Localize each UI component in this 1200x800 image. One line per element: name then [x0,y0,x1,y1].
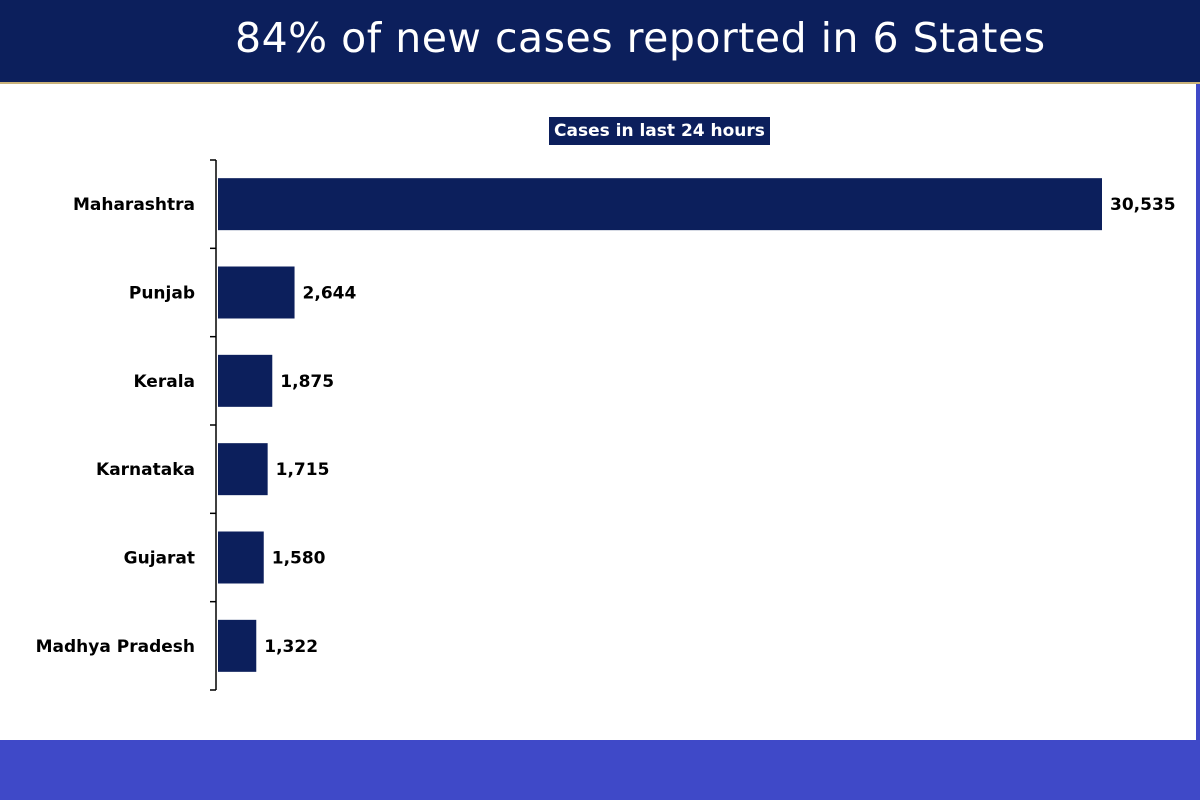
bar-punjab [218,266,295,319]
category-label: Karnataka [96,460,195,480]
labels: Maharashtra 30,535 Punjab 2,644 Kerala 1,875 K… [36,195,1176,657]
data-label: 1,322 [264,637,318,657]
bar-gujarat [218,531,264,584]
category-label: Punjab [129,284,195,304]
bar-series [218,178,1102,672]
data-label: 2,644 [303,284,357,304]
bar-kerala [218,354,273,407]
data-label: 1,580 [272,549,326,569]
data-label: 1,715 [276,460,330,480]
bar-madhya-pradesh [218,619,257,672]
footer-band [0,740,1200,800]
right-edge-strip [1196,84,1200,740]
category-label: Maharashtra [73,195,195,215]
data-label: 30,535 [1110,195,1176,215]
data-label: 1,875 [280,372,334,392]
chart-title: Cases in last 24 hours [549,117,770,145]
category-label: Kerala [133,372,195,392]
page-title: 84% of new cases reported in 6 States [235,14,1046,62]
category-label: Madhya Pradesh [36,637,195,657]
bar-chart: Maharashtra 30,535 Punjab 2,644 Kerala 1,875 K… [36,159,1176,691]
category-label: Gujarat [124,549,195,569]
bar-maharashtra [218,178,1102,231]
header-banner: 84% of new cases reported in 6 States [0,0,1200,84]
category-axis [210,159,217,691]
bar-karnataka [218,443,268,496]
